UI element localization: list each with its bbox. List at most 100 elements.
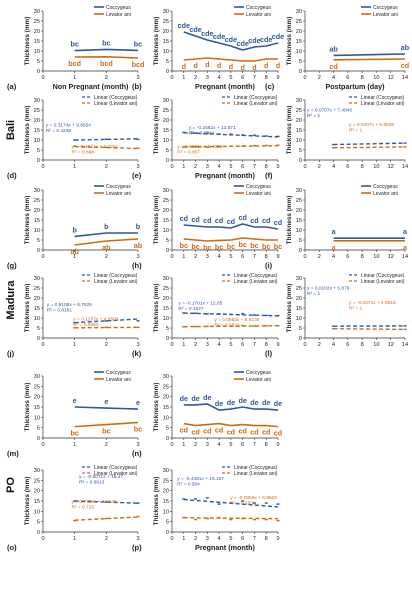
legend-label: Coccygeus — [373, 184, 398, 190]
x-tick-label: 3 — [136, 164, 139, 170]
chart-panel-c: 0 5 10 15 20 25 30 0 2 4 6 8 10 12 14 Thickness (mm) Pos… — [265, 5, 410, 91]
x-tick-label: 0 — [303, 342, 306, 348]
y-tick-label: 25 — [163, 19, 169, 25]
y-axis-title: Thickness (mm) — [153, 17, 160, 66]
legend-label: Linear (Levator ani) — [234, 101, 278, 107]
panel-letter-h: (h) — [132, 261, 142, 270]
significance-letter: de — [215, 399, 223, 408]
significance-letter: cd — [262, 216, 270, 225]
x-tick-label: 4 — [218, 442, 221, 448]
legend-label: Coccygeus — [106, 184, 131, 190]
chart-panel-d: 0 5 10 15 20 25 30 0 1 2 3 Thickness (mm) (d) y = 0.3… — [7, 95, 140, 180]
x-tick-label: 0 — [41, 342, 44, 348]
y-tick-label: 20 — [296, 118, 302, 124]
y-tick-label: 30 — [34, 374, 40, 380]
y-tick-label: 0 — [299, 69, 302, 75]
x-tick-label: 2 — [105, 254, 108, 260]
x-tick-label: 14 — [402, 75, 408, 81]
significance-letter: a — [332, 227, 337, 236]
significance-letter: cde — [178, 21, 190, 30]
y-tick-label: 30 — [163, 276, 169, 282]
x-tick-label: 0 — [41, 75, 44, 81]
y-tick-label: 25 — [34, 198, 40, 204]
x-tick-label: 7 — [253, 75, 256, 81]
y-tick-label: 0 — [37, 336, 40, 342]
panel-letter-p: (p) — [132, 543, 142, 552]
x-tick-label: 3 — [136, 442, 139, 448]
y-tick-label: 15 — [296, 39, 302, 45]
y-tick-label: 10 — [163, 228, 169, 234]
trend-equation: y = -0.5071x + 15.47 — [79, 474, 123, 480]
y-tick-label: 30 — [163, 374, 169, 380]
significance-letter: bc — [180, 241, 188, 250]
y-tick-label: 5 — [299, 326, 302, 332]
significance-letter: bc — [102, 427, 110, 436]
trend-r-squared: R² = 1 — [307, 113, 321, 119]
x-tick-label: 7 — [253, 442, 256, 448]
legend: Linear (Coccygeus)Linear (Levator ani) — [82, 465, 138, 477]
significance-letter: d — [276, 61, 280, 70]
panel-letter-k: (k) — [132, 349, 142, 358]
y-tick-label: 0 — [37, 158, 40, 164]
chart-panel-f: 0 5 10 15 20 25 30 0 2 4 6 8 10 12 14 Thickness (mm) (f)… — [265, 95, 408, 180]
x-tick-label: 9 — [276, 342, 279, 348]
series-line-coccygeus — [333, 53, 406, 57]
chart-panel-a: 0 5 10 15 20 25 30 0 1 2 3 Thickness (mm) Non Pregna… — [7, 5, 144, 91]
significance-letter: d — [240, 63, 244, 72]
x-tick-label: 10 — [373, 75, 379, 81]
y-tick-label: 25 — [34, 384, 40, 390]
series-line-levator — [74, 421, 139, 428]
y-tick-label: 15 — [163, 39, 169, 45]
y-axis-title: Thickness (mm) — [286, 106, 293, 155]
legend-label: Linear (Levator ani) — [361, 279, 405, 285]
x-tick-label: 0 — [170, 164, 173, 170]
significance-letter: de — [191, 394, 199, 403]
significance-letter: bc — [134, 425, 142, 434]
x-tick-label: 4 — [218, 164, 221, 170]
y-tick-label: 30 — [34, 468, 40, 474]
significance-letter: de — [203, 393, 211, 402]
x-tick-label: 1 — [73, 442, 76, 448]
significance-letter: de — [227, 398, 235, 407]
x-tick-label: 7 — [253, 342, 256, 348]
y-tick-label: 5 — [299, 148, 302, 154]
trend-equation: y = 0.9108x + 6.7625 — [47, 302, 92, 308]
x-tick-label: 6 — [241, 75, 244, 81]
significance-letter: cd — [227, 217, 235, 226]
legend-label: Linear (Levator ani) — [94, 279, 138, 285]
significance-letter: bc — [70, 429, 78, 438]
x-tick-label: 2 — [105, 75, 108, 81]
y-tick-label: 20 — [163, 118, 169, 124]
legend-label: Linear (Coccygeus) — [94, 273, 138, 279]
significance-letter: cd — [203, 216, 211, 225]
x-axis-title: Postpartum (day) — [325, 82, 385, 91]
y-tick-label: 20 — [163, 296, 169, 302]
y-tick-label: 15 — [34, 499, 40, 505]
significance-letter: cd — [238, 213, 246, 222]
significance-letter: d — [205, 60, 209, 69]
y-tick-label: 30 — [163, 9, 169, 15]
significance-letter: bc — [274, 242, 282, 251]
y-tick-label: 0 — [166, 69, 169, 75]
legend-label: Linear (Coccygeus) — [94, 465, 138, 471]
panel-letter-g: (g) — [7, 261, 17, 270]
x-tick-label: 12 — [388, 164, 394, 170]
significance-letter: cd — [401, 61, 409, 70]
legend: Linear (Coccygeus)Linear (Levator ani) — [222, 95, 278, 107]
x-tick-label: 12 — [388, 254, 394, 260]
significance-letter: cde — [260, 35, 272, 44]
significance-letter: bc — [215, 242, 223, 251]
x-tick-label: 4 — [218, 342, 221, 348]
x-tick-label: 2 — [194, 75, 197, 81]
legend-label: Levator ani — [106, 191, 131, 197]
y-tick-label: 30 — [34, 276, 40, 282]
significance-letter: bc — [191, 242, 199, 251]
significance-letter: cd — [215, 216, 223, 225]
x-axis-title: Non Pregnant (month) — [53, 82, 129, 91]
significance-letter: de — [238, 396, 246, 405]
chart-panel-h: 0 5 10 15 20 25 30 0 1 2 3 4 5 6 7 8 9 Thickness (mm) (h) c… — [132, 184, 282, 270]
